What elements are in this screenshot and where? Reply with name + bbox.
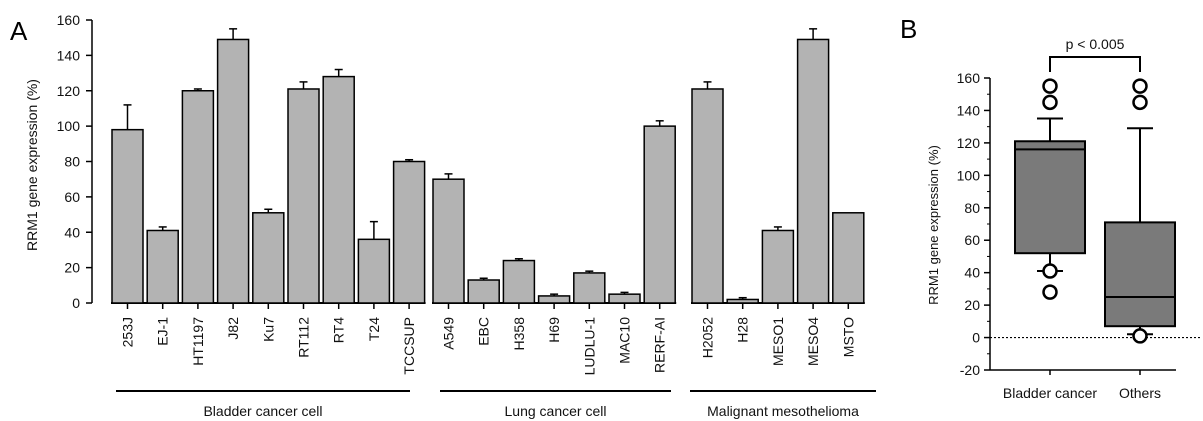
- bar: [392, 160, 426, 304]
- group-label: Malignant mesothelioma: [707, 403, 859, 419]
- bar: [111, 128, 144, 304]
- group-label: Bladder cancer cell: [203, 403, 322, 419]
- category-label: HT1197: [190, 317, 206, 366]
- panel-b-y-ticks: -20 0 20 40 60 80 100 120 140 160: [957, 70, 1200, 378]
- bar: [726, 298, 759, 304]
- outlier-point: [1042, 284, 1058, 300]
- y-tick-label: 0: [972, 330, 980, 346]
- y-tick-label: 140: [957, 102, 981, 118]
- bar: [761, 229, 795, 304]
- box: [1104, 221, 1176, 328]
- category-label: H358: [511, 317, 527, 351]
- panel-a-bar-chart: A RRM1 gene expression (%) 0 20 40 60 80 100 1…: [10, 12, 876, 419]
- category-label: J82: [225, 317, 241, 340]
- panel-b-box-plot: B RRM1 gene expression (%) -20 0 20 40 60 80 1…: [900, 14, 1200, 401]
- category-label: Others: [1119, 385, 1161, 401]
- category-label: LUDLU-1: [581, 317, 597, 376]
- category-label: MSTO: [840, 317, 856, 357]
- y-tick-label: 100: [57, 118, 81, 134]
- category-label: H28: [735, 317, 751, 343]
- category-label: RT4: [331, 317, 347, 343]
- box: [1014, 140, 1086, 255]
- bar: [287, 88, 320, 304]
- bar: [146, 229, 179, 304]
- y-tick-label: 60: [964, 232, 980, 248]
- category-label: MESO4: [805, 317, 821, 366]
- significance-bracket: [1049, 56, 1141, 72]
- y-tick-label: 0: [72, 295, 80, 311]
- panel-b-category-labels: Bladder cancer Others: [1003, 385, 1161, 401]
- panel-a-y-ticks: 0 20 40 60 80 100 120 140 160: [57, 12, 93, 311]
- bar: [608, 293, 641, 304]
- y-tick-label: 160: [957, 70, 981, 86]
- bar: [357, 238, 391, 304]
- outlier-point: [1042, 94, 1058, 111]
- panel-b-significance: p < 0.005: [1049, 36, 1141, 72]
- bar: [216, 38, 250, 304]
- bar: [691, 88, 724, 304]
- category-label: EJ-1: [155, 317, 171, 346]
- category-label: RT112: [296, 317, 312, 358]
- y-tick-label: -20: [960, 362, 980, 378]
- y-tick-label: 20: [964, 297, 980, 313]
- panel-b-letter: B: [900, 14, 917, 44]
- bar: [467, 279, 500, 304]
- y-tick-label: 120: [957, 135, 981, 151]
- bar: [832, 212, 865, 304]
- category-label: TCCSUP: [401, 317, 417, 375]
- p-value-label: p < 0.005: [1066, 36, 1125, 52]
- group-label: Lung cancer cell: [505, 403, 607, 419]
- bar: [181, 90, 215, 304]
- bar: [537, 295, 571, 304]
- bar: [322, 75, 355, 304]
- category-label: Bladder cancer: [1003, 385, 1098, 401]
- bar: [252, 212, 285, 304]
- y-tick-label: 80: [64, 154, 80, 170]
- category-label: EBC: [476, 317, 492, 346]
- bar: [502, 259, 536, 304]
- panel-a-letter: A: [10, 16, 28, 46]
- panel-b-y-axis-label: RRM1 gene expression (%): [926, 145, 941, 305]
- panel-a-bars: [111, 28, 865, 309]
- y-tick-label: 120: [57, 83, 81, 99]
- outlier-point: [1132, 78, 1148, 94]
- panel-a-category-labels: 253J EJ-1 HT1197 J82 Ku7 RT112 RT4 T24 TCCSUP A54…: [120, 317, 857, 376]
- category-label: T24: [366, 317, 382, 341]
- panel-a-group-labels: Bladder cancer cell Lung cancer cell Malig…: [116, 390, 876, 419]
- category-label: A549: [441, 317, 457, 350]
- category-label: RERF-AI: [652, 317, 668, 373]
- y-tick-label: 40: [64, 224, 80, 240]
- panel-b-boxes: [990, 78, 1176, 375]
- y-tick-label: 100: [957, 167, 981, 183]
- panel-a-y-axis-label: RRM1 gene expression (%): [24, 79, 40, 251]
- category-label: 253J: [120, 317, 136, 347]
- category-label: Ku7: [260, 317, 276, 342]
- y-tick-label: 160: [57, 12, 81, 28]
- category-label: MAC10: [617, 317, 633, 364]
- category-label: H2052: [700, 317, 716, 358]
- y-tick-label: 140: [57, 47, 81, 63]
- outlier-point: [1132, 328, 1148, 344]
- outlier-point: [1042, 78, 1058, 94]
- bar: [796, 38, 830, 304]
- bar: [432, 178, 465, 304]
- outlier-point: [1042, 263, 1058, 279]
- y-tick-label: 40: [964, 265, 980, 281]
- y-tick-label: 20: [64, 260, 80, 276]
- y-tick-label: 60: [64, 189, 80, 205]
- category-label: H69: [546, 317, 562, 343]
- category-label: MESO1: [770, 317, 786, 366]
- bar: [573, 272, 606, 304]
- bar: [643, 125, 676, 304]
- outlier-point: [1132, 94, 1148, 111]
- y-tick-label: 80: [964, 200, 980, 216]
